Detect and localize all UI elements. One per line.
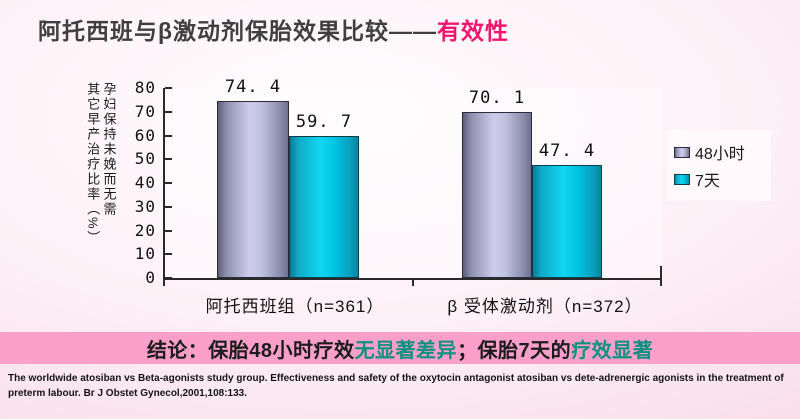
conclusion-banner: 结论：保胎48小时疗效 无显著差异 ；保胎7天的 疗效显著 xyxy=(0,332,800,364)
y-tick-30: 30 xyxy=(134,196,156,216)
conclusion-seg-4: 疗效显著 xyxy=(571,339,654,362)
conclusion-seg-2: 无显著差异 xyxy=(354,339,458,362)
y-tick-20: 20 xyxy=(134,220,156,240)
bar-group-atosiban-48h: 74. 4 xyxy=(217,77,289,278)
y-tick-70: 70 xyxy=(134,101,156,121)
y-axis-label-line1: 孕妇保持未娩而无需 xyxy=(101,82,117,217)
x-tick-right xyxy=(660,278,662,286)
y-tick-50: 50 xyxy=(134,149,156,169)
legend-label-48h: 48小时 xyxy=(695,146,745,163)
y-tick-0: 0 xyxy=(145,268,156,287)
y-axis-tick-mark xyxy=(165,253,172,256)
y-axis-tick-mark xyxy=(165,110,172,113)
legend-swatch-48h-icon xyxy=(674,146,690,158)
y-axis-tick-mark xyxy=(165,277,172,279)
y-axis-tick-mark xyxy=(165,158,172,161)
x-tick-middle xyxy=(412,278,414,286)
bar-group-atosiban-7d: 59. 7 xyxy=(289,112,359,278)
legend: 48小时 7天 xyxy=(667,130,771,201)
y-axis-tick-mark xyxy=(165,229,172,232)
x-category-beta: β 受体激动剂（n=372） xyxy=(447,297,643,316)
bar-atosiban-7d xyxy=(289,136,359,278)
bar-group-beta-48h: 70. 1 xyxy=(462,88,532,278)
conclusion-seg-3: ；保胎7天的 xyxy=(457,339,572,362)
page-title: 阿托西班与β激动剂保胎效果比较——有效性 xyxy=(38,12,509,46)
legend-item-48h: 48小时 xyxy=(674,140,765,164)
x-category-atosiban: 阿托西班组（n=361） xyxy=(205,297,385,316)
y-axis-label: 孕妇保持未娩而无需 其它早产治疗比率（%） xyxy=(84,82,117,302)
plot-area: 74. 4 59. 7 70. 1 47. 4 阿托西班组（n=361） β 受… xyxy=(163,77,662,316)
bar-value-label: 59. 7 xyxy=(295,112,353,133)
conclusion-seg-1: 结论：保胎48小时疗效 xyxy=(146,339,355,362)
bar-beta-48h xyxy=(462,111,532,278)
y-tick-80: 80 xyxy=(134,78,156,97)
bar-beta-7d xyxy=(532,165,602,278)
y-axis-tick-mark xyxy=(165,205,172,208)
y-axis-tick-mark xyxy=(165,182,172,184)
title-main: 阿托西班与β激动剂保胎效果比较—— xyxy=(38,18,438,44)
x-tick-left xyxy=(163,278,165,286)
bar-atosiban-48h xyxy=(217,101,289,278)
citation-text: The worldwide atosiban vs Beta-agonists … xyxy=(8,373,784,399)
bar-value-label: 74. 4 xyxy=(224,77,282,98)
y-axis-tick-labels: 80 70 60 50 40 30 20 10 0 xyxy=(118,79,156,287)
y-axis-tick-mark xyxy=(165,87,172,89)
bar-value-label: 70. 1 xyxy=(468,87,526,108)
legend-item-7d: 7天 xyxy=(674,167,765,191)
y-tick-10: 10 xyxy=(134,244,156,264)
bar-group-beta-7d: 47. 4 xyxy=(532,141,602,278)
title-accent: 有效性 xyxy=(437,18,510,44)
y-tick-40: 40 xyxy=(134,173,156,192)
legend-swatch-7d-icon xyxy=(674,173,690,185)
y-axis-label-line2: 其它早产治疗比率（%） xyxy=(85,82,101,246)
x-axis-end-tick xyxy=(660,266,662,278)
y-axis-tick-mark xyxy=(165,134,172,137)
bar-value-label: 47. 4 xyxy=(538,141,596,162)
legend-label-7d: 7天 xyxy=(695,173,720,190)
y-tick-60: 60 xyxy=(134,125,156,145)
